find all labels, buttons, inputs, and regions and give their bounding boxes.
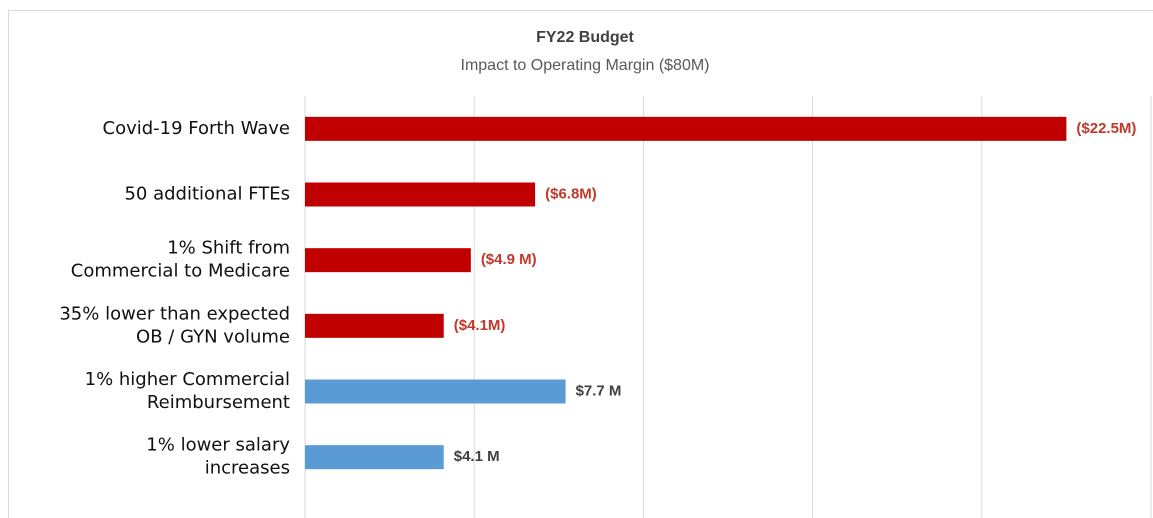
bar [305, 116, 1067, 141]
category-label: 1% Shift from Commercial to Medicare [71, 238, 290, 282]
value-label: ($6.8M) [545, 185, 597, 202]
bar [305, 313, 444, 338]
category-label: 35% lower than expected OB / GYN volume [59, 303, 290, 347]
chart-border [8, 10, 1153, 518]
category-line: 35% lower than expected [59, 303, 290, 324]
category-label: 50 additional FTEs [124, 184, 290, 205]
category-label: Covid-19 Forth Wave [103, 118, 291, 139]
category-line: increases [205, 458, 290, 479]
category-line: Reimbursement [147, 392, 290, 413]
category-line: Commercial to Medicare [71, 261, 290, 282]
category-label: 1% lower salary increases [146, 435, 290, 479]
category-line: OB / GYN volume [136, 326, 290, 347]
bar [305, 445, 444, 470]
value-label: ($4.9 M) [481, 251, 537, 268]
bar [305, 248, 471, 273]
category-label: 1% higher Commercial Reimbursement [85, 369, 290, 413]
value-label: $7.7 M [576, 382, 622, 399]
value-label: ($22.5M) [1076, 120, 1136, 137]
bar [305, 182, 536, 207]
value-label: ($4.1M) [454, 317, 506, 334]
value-label: $4.1 M [454, 448, 500, 465]
chart-subtitle: Impact to Operating Margin ($80M) [461, 57, 710, 74]
category-line: 1% higher Commercial [85, 369, 290, 390]
category-line: 1% Shift from [167, 238, 290, 259]
category-line: Covid-19 Forth Wave [103, 118, 291, 139]
category-line: 1% lower salary [146, 435, 290, 456]
bar [305, 379, 566, 404]
chart-title: FY22 Budget [536, 29, 634, 46]
category-line: 50 additional FTEs [124, 184, 290, 205]
